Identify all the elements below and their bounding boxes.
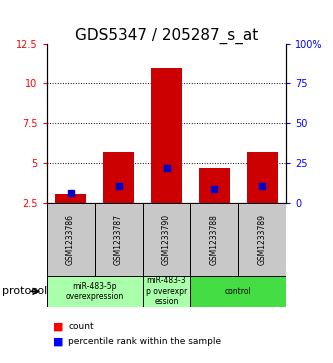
- Text: miR-483-3
p overexpr
ession: miR-483-3 p overexpr ession: [146, 276, 187, 306]
- Bar: [47, 203, 95, 276]
- Text: protocol: protocol: [2, 286, 47, 296]
- Text: ■: ■: [53, 322, 64, 332]
- Text: control: control: [225, 287, 252, 296]
- Bar: [95, 203, 143, 276]
- Bar: [143, 203, 190, 276]
- Text: miR-483-5p
overexpression: miR-483-5p overexpression: [66, 282, 124, 301]
- Text: GSM1233787: GSM1233787: [114, 214, 123, 265]
- Bar: [247, 152, 278, 203]
- Bar: [199, 168, 230, 203]
- Title: GDS5347 / 205287_s_at: GDS5347 / 205287_s_at: [75, 27, 258, 44]
- Bar: [190, 203, 238, 276]
- Bar: [55, 194, 86, 203]
- Text: GSM1233786: GSM1233786: [66, 214, 75, 265]
- Bar: [238, 203, 286, 276]
- Bar: [103, 152, 134, 203]
- Bar: [190, 276, 286, 307]
- Text: GSM1233789: GSM1233789: [258, 214, 267, 265]
- Text: percentile rank within the sample: percentile rank within the sample: [68, 337, 221, 346]
- Text: GSM1233790: GSM1233790: [162, 214, 171, 265]
- Text: GSM1233788: GSM1233788: [210, 214, 219, 265]
- Bar: [151, 68, 182, 203]
- Text: ■: ■: [53, 336, 64, 346]
- Text: count: count: [68, 322, 94, 331]
- Bar: [143, 276, 190, 307]
- Bar: [47, 276, 143, 307]
